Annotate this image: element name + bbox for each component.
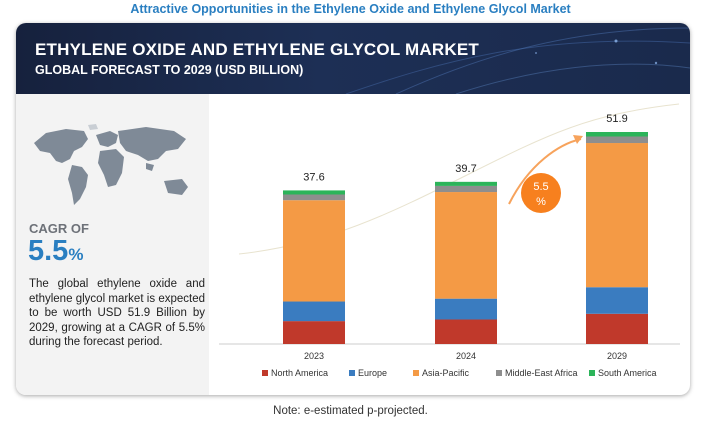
footnote: Note: e-estimated p-projected. (273, 405, 428, 417)
x-tick-2029: 2029 (607, 351, 627, 361)
legend-swatch-middle-east-africa (496, 370, 502, 376)
legend-swatch-north-america (262, 370, 268, 376)
legend-label-asia-pacific: Asia-Pacific (422, 368, 470, 378)
x-tick-labels: 2023 2024 2029 (304, 351, 627, 361)
cagr-badge-circle (521, 173, 561, 213)
value-labels: 37.6 39.7 51.9 (303, 113, 627, 183)
legend-label-europe: Europe (358, 368, 387, 378)
bar-segment-asia-pacific-2024 (435, 192, 497, 299)
market-description: The global ethylene oxide and ethylene g… (29, 278, 205, 348)
cagr-badge-unit: % (536, 196, 546, 208)
bars (283, 132, 648, 344)
banner-subtitle: GLOBAL FORECAST TO 2029 (USD BILLION) (35, 63, 304, 77)
bar-segment-middle-east-africa-2029 (586, 136, 648, 144)
bar-segment-asia-pacific-2023 (283, 200, 345, 302)
total-label-2024: 39.7 (455, 163, 476, 175)
legend-swatch-europe (349, 370, 355, 376)
bar-segment-europe-2029 (586, 287, 648, 314)
legend-label-middle-east-africa: Middle-East Africa (505, 368, 578, 378)
bar-segment-north-america-2029 (586, 313, 648, 344)
bar-segment-south-america-2024 (435, 181, 497, 186)
bar-segment-middle-east-africa-2023 (283, 194, 345, 201)
banner-title: ETHYLENE OXIDE AND ETHYLENE GLYCOL MARKE… (35, 40, 479, 59)
infographic-card: ETHYLENE OXIDE AND ETHYLENE GLYCOL MARKE… (16, 23, 690, 395)
banner: ETHYLENE OXIDE AND ETHYLENE GLYCOL MARKE… (16, 23, 690, 94)
cagr-label: CAGR OF (29, 221, 89, 236)
stacked-bar-chart: 37.6 39.7 51.9 2023 2024 2029 5.5% North Ame… (219, 103, 680, 378)
legend: North America Europe Asia-Pacific Middle-Ea… (262, 368, 657, 378)
cagr-value: 5.5% (28, 235, 83, 268)
page-title: Attractive Opportunities in the Ethylene… (130, 2, 571, 16)
cagr-number: 5.5 (28, 235, 69, 267)
bar-segment-middle-east-africa-2024 (435, 185, 497, 193)
bar-segment-south-america-2023 (283, 190, 345, 195)
cagr-badge-value: 5.5 (533, 181, 548, 193)
legend-swatch-asia-pacific (413, 370, 419, 376)
cagr-arrow-head (573, 135, 583, 144)
bar-segment-asia-pacific-2029 (586, 143, 648, 288)
bar-segment-north-america-2024 (435, 319, 497, 344)
cagr-unit: % (68, 245, 84, 264)
bar-segment-europe-2024 (435, 298, 497, 320)
bar-segment-south-america-2029 (586, 132, 648, 137)
banner-decoration (345, 27, 690, 94)
legend-label-north-america: North America (271, 368, 328, 378)
x-tick-2024: 2024 (456, 351, 476, 361)
world-map-icon (34, 124, 188, 205)
legend-label-south-america: South America (598, 368, 657, 378)
total-label-2023: 37.6 (303, 171, 324, 183)
cagr-badge: 5.5% (508, 135, 583, 213)
legend-swatch-south-america (589, 370, 595, 376)
bar-segment-europe-2023 (283, 301, 345, 322)
total-label-2029: 51.9 (606, 113, 627, 125)
summary-panel: CAGR OF 5.5% The global ethylene oxide a… (16, 94, 209, 395)
x-tick-2023: 2023 (304, 351, 324, 361)
bar-segment-north-america-2023 (283, 321, 345, 344)
cagr-arrow (508, 138, 582, 205)
